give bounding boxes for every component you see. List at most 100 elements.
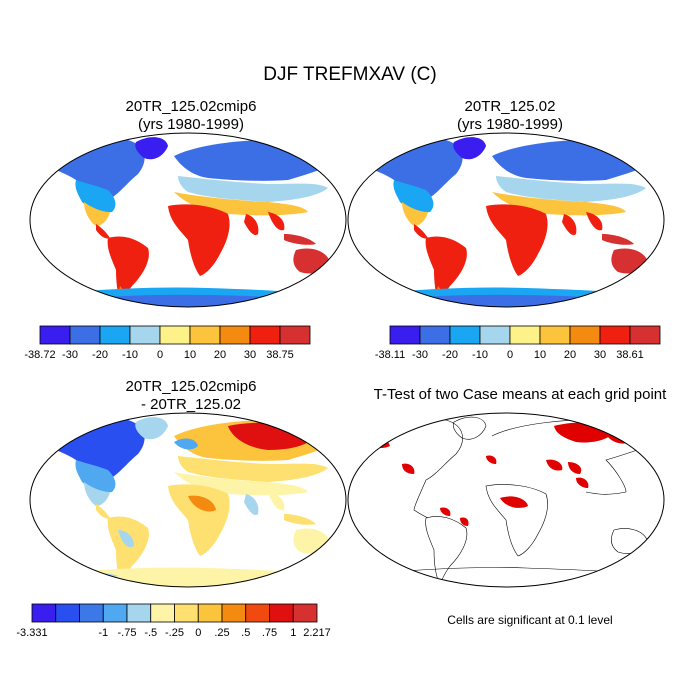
colorbar-box bbox=[150, 603, 175, 623]
panel-title-diff: 20TR_125.02cmip6 - 20TR_125.02 bbox=[36, 378, 346, 414]
colorbar-box bbox=[629, 325, 661, 345]
land-indonesia bbox=[284, 514, 316, 525]
colorbar-label: -10 bbox=[472, 349, 488, 361]
colorbar-label: 20 bbox=[564, 349, 576, 361]
colorbar-box bbox=[509, 325, 541, 345]
colorbar-diff: -3.331 -1 -.75 -.5 -.25 0 .25 .5 .75 1 2.217 bbox=[16, 603, 331, 639]
panel-title-case2: 20TR_125.02 (yrs 1980-1999) bbox=[355, 98, 665, 134]
colorbar-box bbox=[269, 603, 294, 623]
land-se-asia bbox=[268, 212, 285, 231]
colorbar-box bbox=[219, 325, 251, 345]
land-india bbox=[562, 214, 577, 236]
colorbar-label: 20 bbox=[214, 349, 226, 361]
colorbar-label: 38.61 bbox=[616, 349, 644, 361]
colorbar-label: 0 bbox=[195, 627, 201, 639]
colorbar-box bbox=[126, 603, 152, 623]
panel-title-case2-line1: 20TR_125.02 bbox=[464, 98, 556, 115]
land-antarctica-interior bbox=[68, 294, 338, 307]
land-africa bbox=[486, 204, 548, 276]
panel-title-case1: 20TR_125.02cmip6 (yrs 1980-1999) bbox=[36, 98, 346, 134]
colorbar-box bbox=[129, 325, 161, 345]
land-se-asia bbox=[586, 212, 603, 231]
map-panel-case1 bbox=[29, 132, 347, 308]
land-south-america bbox=[107, 516, 149, 584]
colorbar-box bbox=[292, 603, 318, 623]
coast-south-america bbox=[425, 516, 468, 585]
colorbar-box bbox=[221, 603, 247, 623]
coast-africa bbox=[485, 484, 548, 557]
land-north-america-south bbox=[402, 202, 428, 226]
land-india bbox=[244, 494, 259, 516]
land-north-america-south bbox=[84, 482, 110, 506]
land-se-asia bbox=[268, 492, 285, 511]
map-border bbox=[29, 412, 347, 588]
land-indonesia bbox=[284, 234, 316, 245]
signif-africa bbox=[500, 496, 528, 508]
colorbar-case1: -38.72 -30 -20 -10 0 10 20 30 38.75 bbox=[24, 325, 311, 361]
panel-title-case2-line2: (yrs 1980-1999) bbox=[457, 116, 563, 133]
land-africa bbox=[168, 484, 230, 556]
colorbar-box bbox=[245, 603, 270, 623]
colorbar-box bbox=[31, 603, 57, 623]
colorbar-label: 10 bbox=[534, 349, 546, 361]
coast-greenland bbox=[452, 416, 487, 440]
land-indonesia bbox=[602, 234, 634, 245]
colorbar-label: -.5 bbox=[144, 627, 157, 639]
colorbar-box bbox=[102, 603, 128, 623]
colorbar-box bbox=[159, 325, 191, 345]
map-panel-case2 bbox=[347, 132, 665, 308]
colorbar-box bbox=[189, 325, 221, 345]
land-central-america bbox=[96, 504, 110, 519]
colorbar-box bbox=[389, 325, 421, 345]
signif-europe bbox=[486, 455, 497, 464]
colorbar-label: -30 bbox=[62, 349, 78, 361]
colorbar-box bbox=[39, 325, 71, 345]
colorbar-label: -38.11 bbox=[375, 349, 405, 361]
colorbar-label: -.75 bbox=[118, 627, 137, 639]
panel-title-case1-line2: (yrs 1980-1999) bbox=[138, 116, 244, 133]
colorbar-box bbox=[69, 325, 101, 345]
colorbar-label: 0 bbox=[507, 349, 513, 361]
colorbar-label: 30 bbox=[244, 349, 256, 361]
significance-note: Cells are significant at 0.1 level bbox=[447, 613, 613, 627]
colorbar-box bbox=[99, 325, 131, 345]
colorbar-box bbox=[479, 325, 511, 345]
signif-canada bbox=[402, 463, 415, 474]
figure-title: DJF TREFMXAV (C) bbox=[263, 64, 437, 85]
panel-title-diff-line2: - 20TR_125.02 bbox=[140, 396, 242, 413]
signif-south-america-north bbox=[440, 507, 451, 516]
colorbar-label: -20 bbox=[92, 349, 108, 361]
land-south-america bbox=[107, 236, 149, 304]
colorbar-label: -3.331 bbox=[16, 627, 47, 639]
colorbar-label: 0 bbox=[157, 349, 163, 361]
colorbar-label: .5 bbox=[241, 627, 250, 639]
colorbar-label: 38.75 bbox=[266, 349, 294, 361]
colorbar-label: .25 bbox=[214, 627, 229, 639]
colorbar-label: 1 bbox=[290, 627, 296, 639]
colorbar-box bbox=[569, 325, 601, 345]
land-antarctica-interior bbox=[386, 294, 656, 307]
land-asia-mid bbox=[178, 176, 328, 202]
land-europe-cool bbox=[174, 438, 198, 450]
colorbar-box bbox=[279, 325, 311, 345]
colorbar-box bbox=[539, 325, 571, 345]
colorbar-box bbox=[174, 603, 199, 623]
map-panel-diff bbox=[29, 412, 347, 588]
colorbar-box bbox=[599, 325, 631, 345]
map-border bbox=[29, 132, 347, 308]
colorbar-label: 30 bbox=[594, 349, 606, 361]
colorbar-box bbox=[449, 325, 481, 345]
colorbar-box bbox=[249, 325, 281, 345]
land-africa bbox=[168, 204, 230, 276]
signif-central-asia bbox=[546, 459, 563, 471]
land-central-america bbox=[96, 224, 110, 239]
signif-mongolia bbox=[568, 462, 582, 474]
panel-title-diff-line1: 20TR_125.02cmip6 bbox=[125, 378, 257, 395]
colorbar-label: -38.72 bbox=[24, 349, 55, 361]
colorbar-box bbox=[419, 325, 451, 345]
colorbar-label: -20 bbox=[442, 349, 458, 361]
signif-brazil bbox=[460, 517, 469, 526]
map-border bbox=[347, 132, 665, 308]
colorbar-case2: -38.11 -30 -20 -10 0 10 20 30 38.61 bbox=[375, 325, 661, 361]
